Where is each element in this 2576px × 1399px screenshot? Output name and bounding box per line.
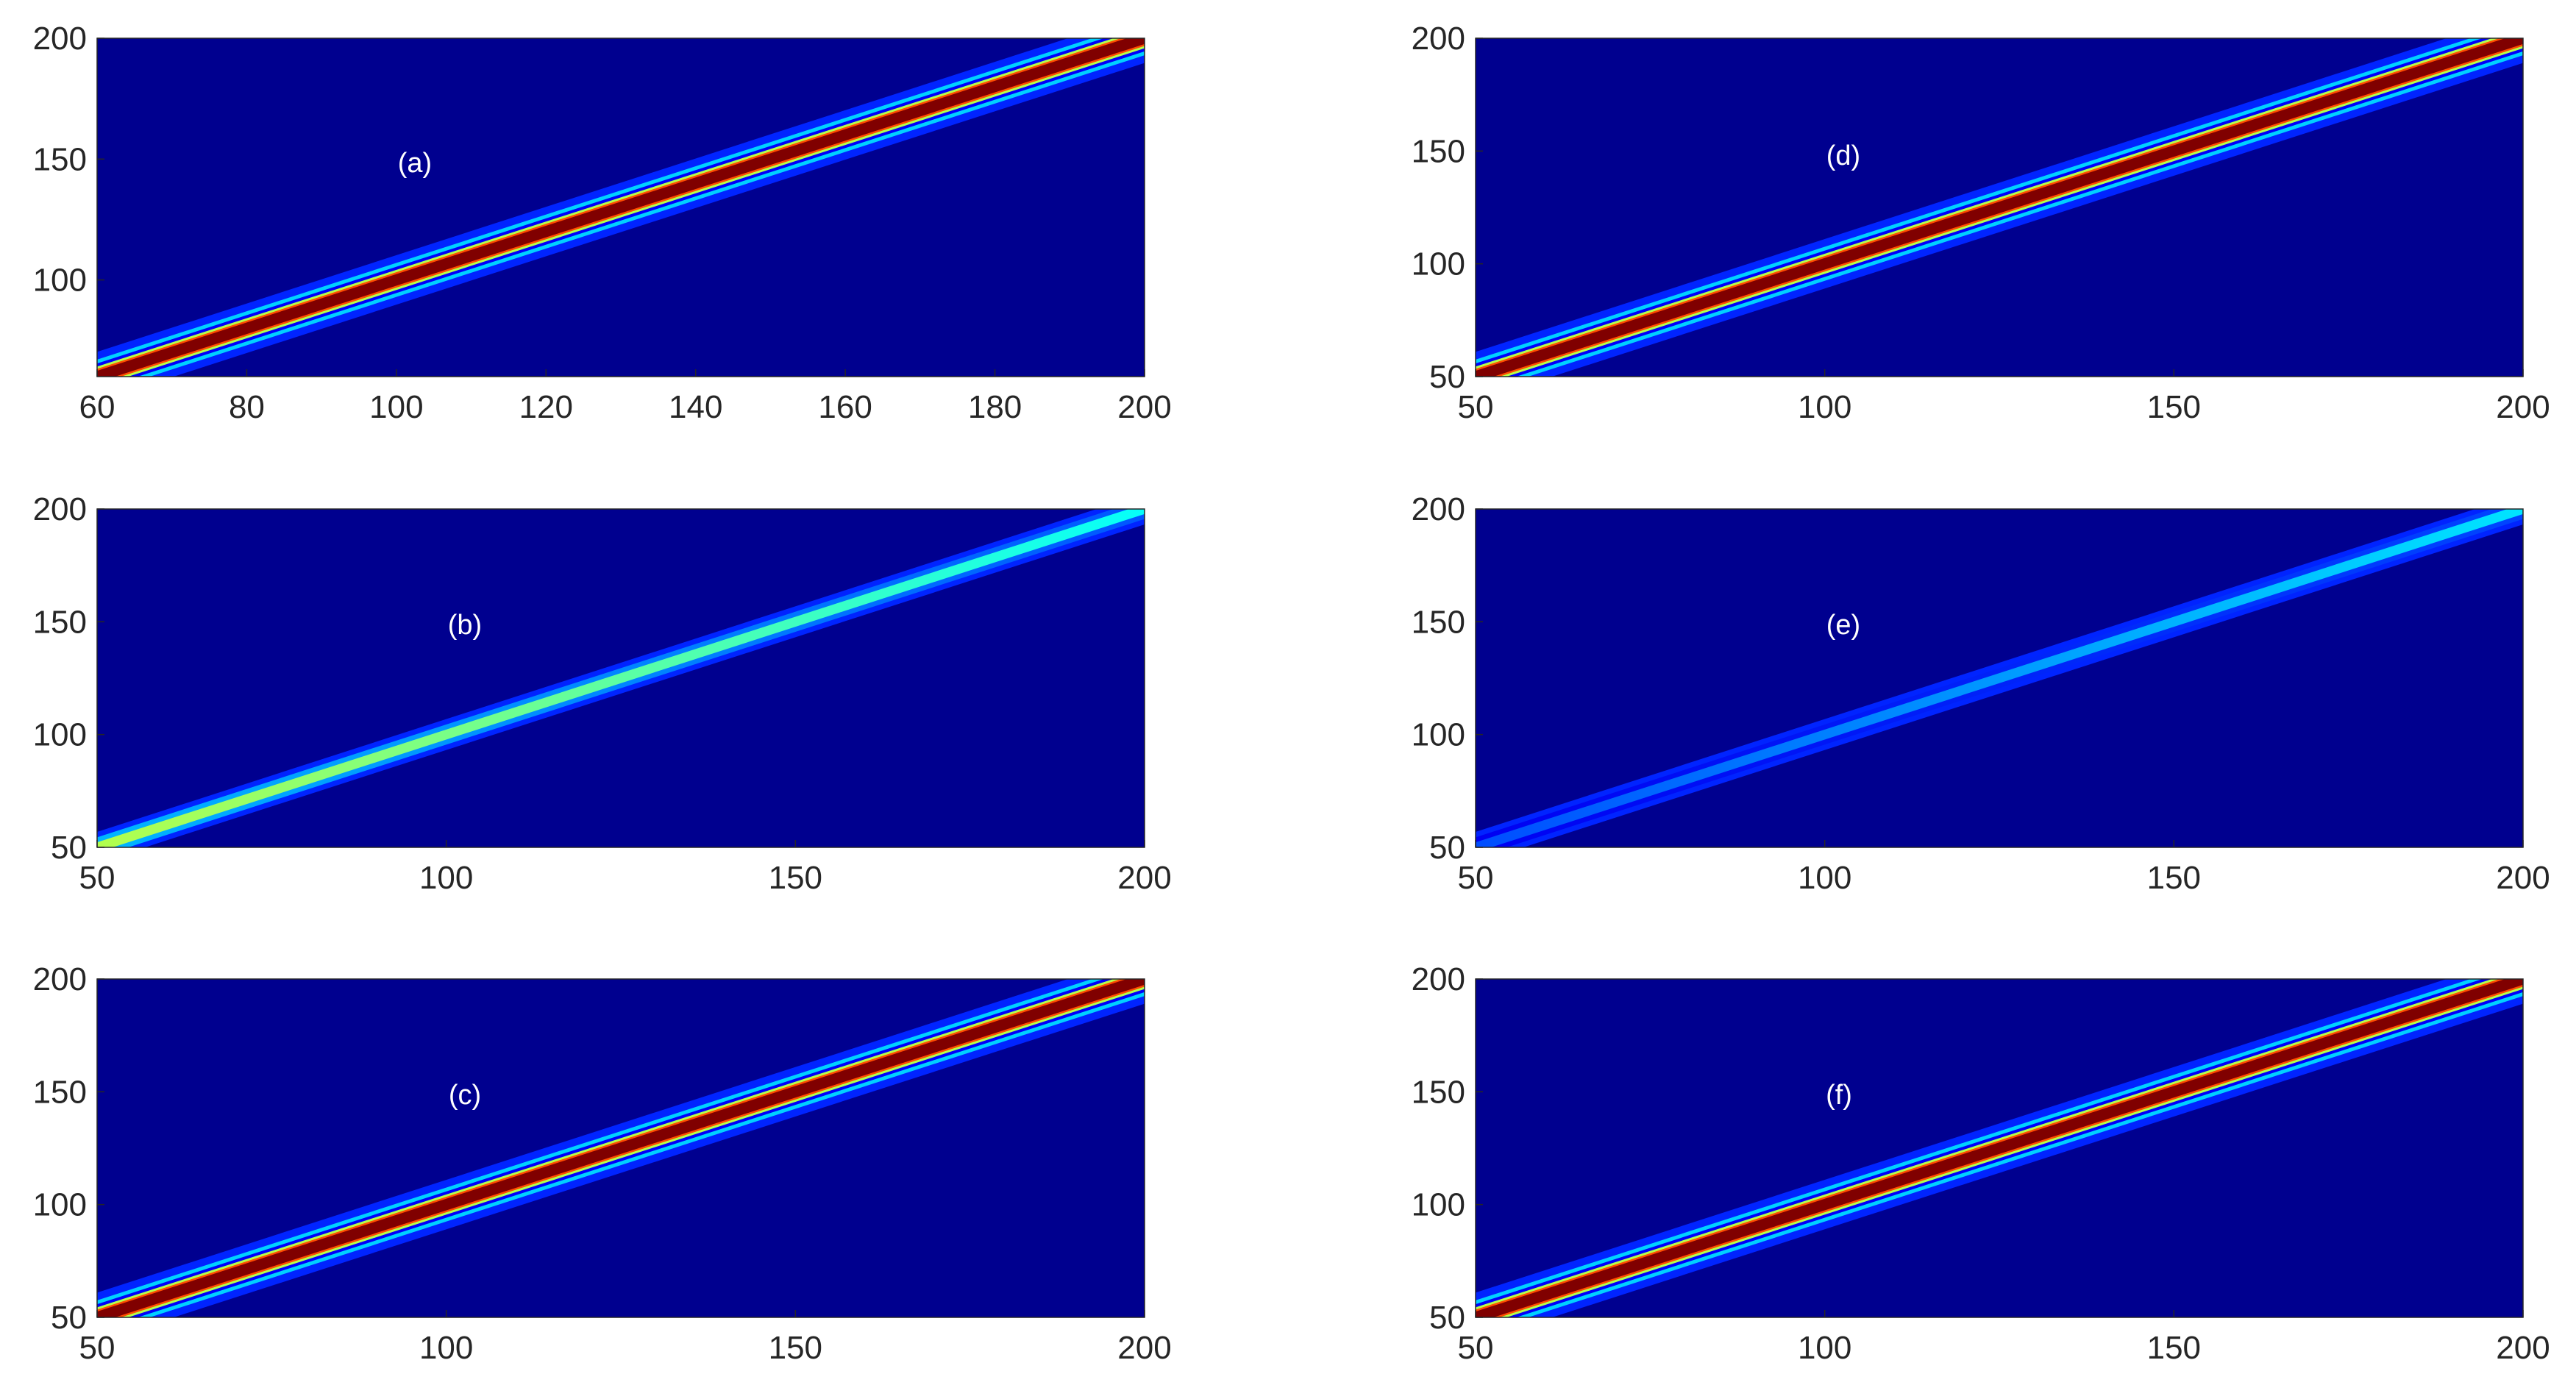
y-tick-label: 100 [33, 1187, 87, 1223]
ridge-core [97, 509, 1145, 847]
y-tick-label: 200 [1412, 21, 1465, 57]
axes-frame [96, 38, 1145, 377]
x-tick-label: 50 [79, 1330, 115, 1366]
x-tick-label: 200 [1117, 389, 1171, 425]
x-tick-label: 150 [769, 1330, 822, 1366]
ridge-core [1476, 38, 2523, 377]
x-tick-label: 180 [968, 389, 1022, 425]
panel-a: 60 80 100 120 140 160 180 200 100 150 200 (a) [33, 21, 1172, 425]
ridge-core [97, 38, 1145, 377]
x-tick-label: 140 [669, 389, 722, 425]
y-tick-label: 200 [1412, 491, 1465, 527]
x-tick-label: 50 [1458, 1330, 1494, 1366]
y-tick-label: 100 [1412, 246, 1465, 282]
y-tick-label: 100 [33, 263, 87, 299]
panel-c: 50 100 150 200 50 100 150 200 (c) [33, 961, 1172, 1366]
x-tick-label: 200 [2496, 1330, 2550, 1366]
y-tick-label: 50 [51, 1300, 87, 1336]
panel-label: (b) [448, 610, 482, 641]
y-tick-label: 200 [1412, 961, 1465, 997]
panel-d: 50 100 150 200 50 100 150 200 (d) [1412, 21, 2550, 425]
y-tick-label: 150 [33, 604, 87, 640]
x-tick-label: 50 [79, 860, 115, 896]
panel-e: 50 100 150 200 50 100 150 200 (e) [1412, 491, 2550, 896]
x-tick-label: 200 [1117, 860, 1171, 896]
y-tick-label: 150 [1412, 604, 1465, 640]
x-tick-label: 100 [1798, 1330, 1851, 1366]
x-tick-label: 200 [1117, 1330, 1171, 1366]
x-tick-label: 150 [2147, 860, 2201, 896]
y-tick-label: 50 [51, 830, 87, 866]
x-tick-label: 200 [2496, 389, 2550, 425]
x-tick-label: 80 [229, 389, 265, 425]
heatmap-field [1476, 509, 2523, 847]
panel-b: 50 100 150 200 50 100 150 200 (b) [33, 491, 1172, 896]
panel-label: (d) [1826, 140, 1860, 171]
axes-frame [1475, 508, 2524, 848]
axes-frame [96, 978, 1145, 1318]
y-tick-label: 50 [1429, 1300, 1465, 1336]
x-tick-label: 100 [419, 1330, 473, 1366]
x-tick-label: 50 [1458, 389, 1494, 425]
y-tick-label: 50 [1429, 359, 1465, 395]
ridge-core [1476, 509, 2523, 847]
panel-label: (f) [1826, 1080, 1852, 1111]
y-tick-label: 50 [1429, 830, 1465, 866]
heatmap-field [97, 509, 1145, 847]
x-tick-label: 100 [1798, 389, 1851, 425]
heatmap-field [1476, 38, 2523, 377]
axes-frame [1475, 978, 2524, 1318]
x-tick-label: 150 [2147, 1330, 2201, 1366]
x-tick-label: 50 [1458, 860, 1494, 896]
y-tick-label: 200 [33, 491, 87, 527]
y-tick-label: 150 [33, 141, 87, 177]
x-tick-label: 100 [369, 389, 423, 425]
y-tick-label: 150 [1412, 133, 1465, 169]
x-tick-label: 160 [818, 389, 872, 425]
y-tick-label: 150 [33, 1074, 87, 1110]
panel-label: (c) [449, 1080, 481, 1111]
panel-f: 50 100 150 200 50 100 150 200 (f) [1412, 961, 2550, 1366]
x-tick-label: 120 [519, 389, 573, 425]
y-tick-label: 150 [1412, 1074, 1465, 1110]
x-tick-label: 60 [79, 389, 115, 425]
panel-label: (a) [398, 148, 432, 179]
ridge-core [97, 979, 1145, 1317]
y-tick-label: 100 [1412, 1187, 1465, 1223]
x-tick-label: 150 [769, 860, 822, 896]
heatmap-field [97, 979, 1145, 1317]
ridge-core [1476, 979, 2523, 1317]
heatmap-field [1476, 979, 2523, 1317]
heatmap-field [97, 38, 1145, 377]
y-tick-label: 100 [1412, 717, 1465, 753]
x-tick-label: 150 [2147, 389, 2201, 425]
y-tick-label: 200 [33, 961, 87, 997]
y-tick-label: 200 [33, 21, 87, 57]
x-tick-label: 200 [2496, 860, 2550, 896]
panel-label: (e) [1826, 610, 1860, 641]
axes-frame [96, 508, 1145, 848]
x-tick-label: 100 [1798, 860, 1851, 896]
axes-frame [1475, 38, 2524, 377]
y-tick-label: 100 [33, 717, 87, 753]
x-tick-label: 100 [419, 860, 473, 896]
